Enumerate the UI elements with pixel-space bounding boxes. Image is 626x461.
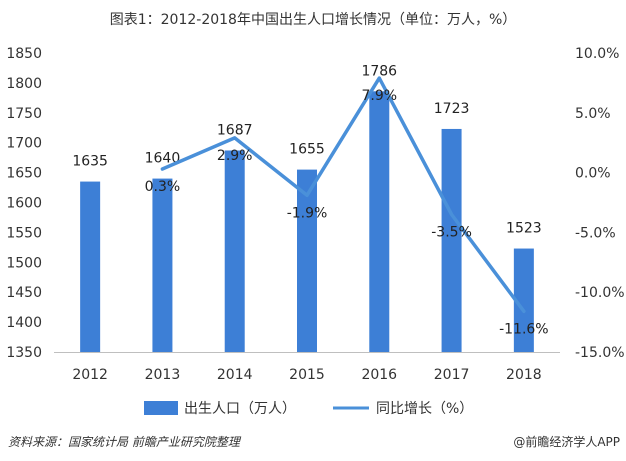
bar — [152, 178, 173, 352]
y-right-tick-label: 0.0% — [575, 166, 611, 182]
y-left-axis: 1350 1400 1450 1500 1550 1600 1650 1700 1750 1800… — [6, 46, 42, 361]
growth-point — [233, 136, 237, 140]
bar — [297, 169, 317, 352]
growth-value-label: -1.9% — [287, 205, 328, 221]
legend-bar-label: 出生人口（万人） — [184, 401, 296, 417]
bar-value-label: 1655 — [289, 142, 325, 158]
growth-point — [305, 193, 309, 197]
y-left-tick-label: 1750 — [6, 106, 42, 122]
bar — [80, 181, 101, 352]
y-left-tick-label: 1800 — [6, 76, 42, 92]
y-right-tick-label: -5.0% — [575, 225, 616, 241]
growth-value-label: 2.9% — [217, 148, 253, 164]
bar — [441, 128, 462, 352]
bar — [224, 150, 245, 352]
bar-value-label: 1523 — [506, 221, 542, 237]
growth-value-label: 0.3% — [145, 179, 181, 195]
bar-labels: 1635 1640 1687 1655 1786 1723 1523 — [72, 63, 541, 236]
x-tick-label: 2017 — [434, 367, 470, 383]
bar-series — [80, 91, 534, 352]
bar-value-label: 1723 — [434, 101, 470, 117]
y-right-tick-label: -15.0% — [575, 345, 625, 361]
line-labels: 0.3% 2.9% -1.9% 7.9% -3.5% -11.6% — [145, 88, 549, 337]
bar-value-label: 1786 — [361, 63, 397, 79]
bar — [369, 91, 390, 352]
growth-value-label: -11.6% — [499, 321, 549, 337]
y-left-tick-label: 1700 — [6, 136, 42, 152]
y-right-axis: -15.0% -10.0% -5.0% 0.0% 5.0% 10.0% — [575, 46, 625, 361]
growth-value-label: 7.9% — [361, 88, 397, 104]
growth-point — [522, 309, 526, 313]
brand-label: @前瞻经济学人APP — [513, 434, 620, 449]
y-left-tick-label: 1550 — [6, 225, 42, 241]
x-axis: 2012 2013 2014 2015 2016 2017 2018 — [72, 367, 541, 383]
x-tick-label: 2018 — [506, 367, 542, 383]
y-right-tick-label: 10.0% — [575, 46, 619, 62]
y-right-tick-label: 5.0% — [575, 106, 611, 122]
bar — [513, 248, 534, 352]
x-tick-label: 2015 — [289, 367, 325, 383]
legend-line-label: 同比增长（%） — [376, 401, 473, 417]
bar-value-label: 1640 — [145, 151, 181, 167]
growth-point — [377, 76, 381, 80]
chart-title: 图表1：2012-2018年中国出生人口增长情况（单位：万人，%） — [110, 12, 517, 28]
legend-bar-swatch — [144, 401, 178, 415]
growth-line — [160, 76, 526, 314]
source-note: 资料来源：国家统计局 前瞻产业研究院整理 — [8, 435, 242, 449]
bar-value-label: 1687 — [217, 122, 253, 138]
y-left-tick-label: 1600 — [6, 196, 42, 212]
bar-value-label: 1635 — [72, 154, 108, 170]
line-series — [160, 76, 526, 314]
x-tick-label: 2016 — [361, 367, 397, 383]
x-tick-label: 2012 — [72, 367, 108, 383]
legend: 出生人口（万人） 同比增长（%） — [144, 401, 473, 417]
y-left-tick-label: 1450 — [6, 285, 42, 301]
x-tick-label: 2013 — [145, 367, 181, 383]
x-tick-label: 2014 — [217, 367, 253, 383]
y-left-tick-label: 1650 — [6, 166, 42, 182]
y-right-tick-label: -10.0% — [575, 285, 625, 301]
y-left-tick-label: 1350 — [6, 345, 42, 361]
y-left-tick-label: 1400 — [6, 315, 42, 331]
y-left-tick-label: 1850 — [6, 46, 42, 62]
growth-point — [450, 212, 454, 216]
growth-value-label: -3.5% — [431, 224, 472, 240]
y-left-tick-label: 1500 — [6, 255, 42, 271]
growth-point — [160, 167, 164, 171]
